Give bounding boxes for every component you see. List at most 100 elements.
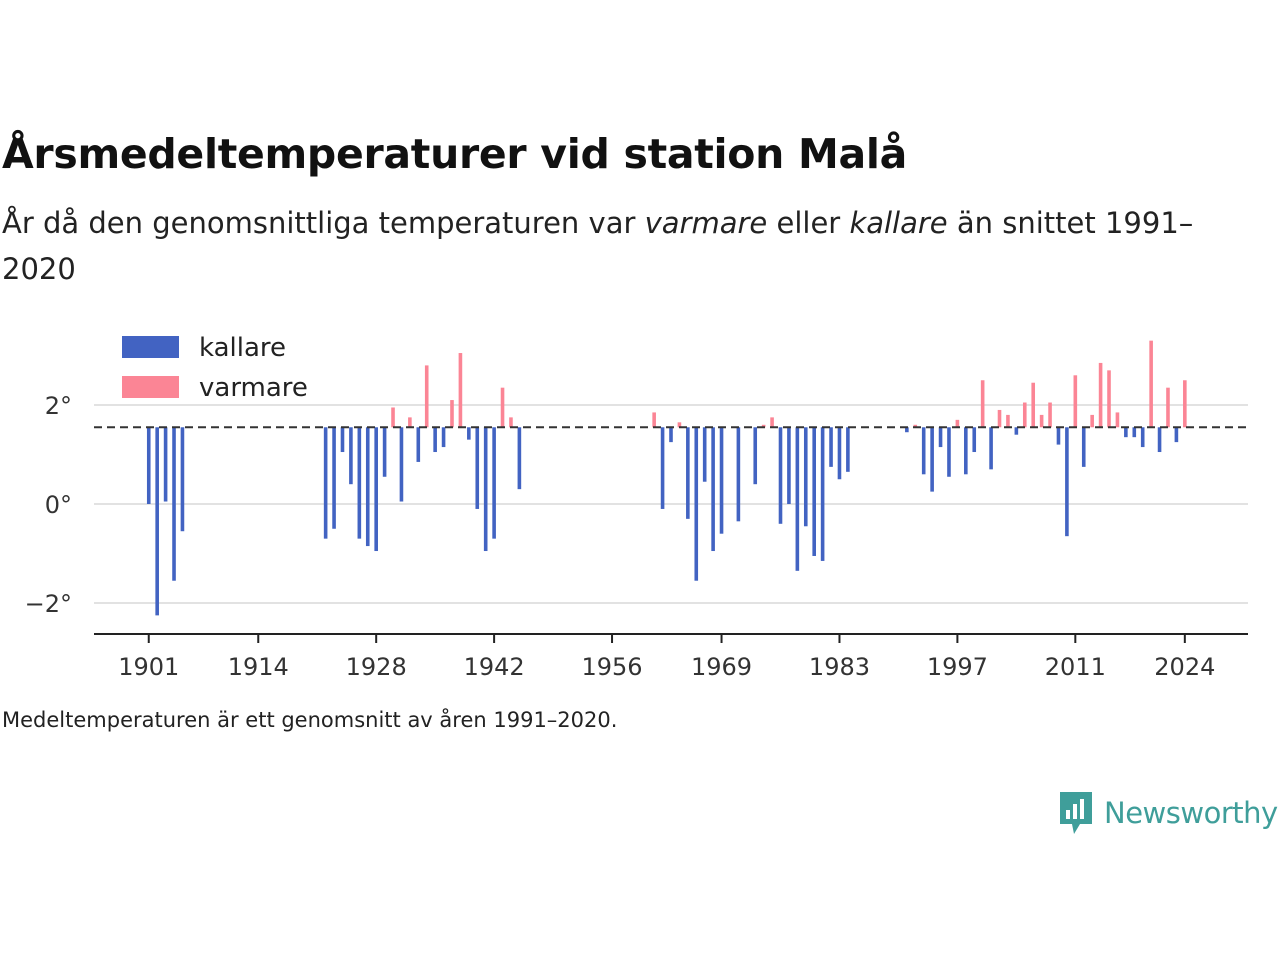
y-tick-label: 0° <box>45 491 72 519</box>
bar-colder <box>1174 427 1179 443</box>
bar-warmer <box>652 412 656 428</box>
bar-colder <box>686 427 690 519</box>
brand-name: Newsworthy <box>1104 796 1278 830</box>
subtitle-text: År då den genomsnittliga temperaturen va… <box>2 206 645 240</box>
bar-colder <box>492 427 496 539</box>
bar-colder <box>416 427 421 462</box>
bar-colder <box>382 427 387 477</box>
bar-colder <box>753 427 758 485</box>
bar-colder <box>778 427 783 524</box>
brand-logo: Newsworthy <box>1058 789 1278 837</box>
bar-warmer <box>761 424 766 428</box>
x-tick-label: 1942 <box>464 653 525 681</box>
x-tick-label: 1983 <box>809 653 870 681</box>
bar-colder <box>180 427 185 532</box>
legend-label-kallare: kallare <box>199 333 286 363</box>
bars <box>146 340 1187 616</box>
y-tick-label: 2° <box>45 392 72 420</box>
bar-colder <box>517 427 522 490</box>
bar-warmer <box>677 422 682 428</box>
y-tick-label: −2° <box>25 590 72 618</box>
x-tick-label: 1914 <box>228 653 289 681</box>
bar-colder <box>1056 427 1061 445</box>
bar-colder <box>905 427 909 433</box>
bar-colder <box>483 427 488 552</box>
chart-title: Årsmedeltemperaturer vid station Malå <box>2 130 908 178</box>
bar-colder <box>340 427 345 453</box>
bar-warmer <box>1006 414 1010 428</box>
bar-colder <box>1140 427 1145 448</box>
legend-swatch-varmare <box>122 376 179 398</box>
bar-colder <box>803 427 808 527</box>
bar-colder <box>930 427 934 492</box>
bar-colder <box>812 427 816 556</box>
bar-warmer <box>1107 370 1111 428</box>
bar-colder <box>1065 427 1069 537</box>
legend: kallare varmare <box>122 333 308 403</box>
bar-warmer <box>980 380 985 428</box>
legend-label-varmare: varmare <box>199 373 308 403</box>
bar-colder <box>711 427 715 552</box>
bar-warmer <box>1031 382 1036 428</box>
x-tick-label: 2024 <box>1154 653 1215 681</box>
bar-colder <box>795 427 800 571</box>
bar-colder <box>163 427 168 502</box>
bar-colder <box>349 427 353 485</box>
bar-colder <box>660 427 665 509</box>
bar-warmer <box>391 407 395 428</box>
bar-warmer <box>458 353 463 428</box>
bar-warmer <box>1090 414 1094 428</box>
bar-warmer <box>1183 380 1187 428</box>
bar-colder <box>972 427 977 453</box>
bar-colder <box>829 427 833 467</box>
bar-colder <box>846 427 850 472</box>
bar-colder <box>374 427 378 552</box>
bar-colder <box>1132 427 1137 438</box>
bar-colder <box>989 427 993 470</box>
bar-colder <box>837 427 842 480</box>
x-tick-label: 1997 <box>927 653 988 681</box>
bar-colder <box>694 427 699 581</box>
subtitle-text: än snittet 1991–2020 <box>2 206 1194 286</box>
bar-warmer <box>997 409 1002 428</box>
bar-colder <box>938 427 943 448</box>
bar-colder <box>172 427 176 581</box>
bar-colder <box>921 427 926 475</box>
bar-colder <box>1157 427 1162 453</box>
footnote: Medeltemperaturen är ett genomsnitt av å… <box>2 708 618 732</box>
bar-colder <box>947 427 951 477</box>
gridlines: −2° 0° 2° <box>25 392 1248 618</box>
bar-colder <box>787 427 791 504</box>
bar-colder <box>332 427 336 529</box>
bar-warmer <box>424 365 429 428</box>
bar-colder <box>702 427 707 482</box>
bar-colder <box>1124 427 1128 438</box>
bar-colder <box>433 427 437 453</box>
x-tick-label: 1928 <box>346 653 407 681</box>
bar-colder <box>467 427 471 440</box>
bar-colder <box>736 427 741 522</box>
bar-colder <box>357 427 362 539</box>
bar-warmer <box>1149 340 1153 428</box>
subtitle-emphasis-warmer: varmare <box>644 206 768 240</box>
bar-colder <box>155 427 159 616</box>
bar-colder <box>323 427 328 539</box>
bar-warmer <box>955 419 960 428</box>
bar-colder <box>365 427 370 547</box>
legend-swatch-kallare <box>122 336 179 358</box>
bar-colder <box>820 427 825 561</box>
axes: 1901 1914 1928 1942 1956 1969 1983 1997 2011 2024 <box>94 633 1248 681</box>
bar-colder <box>146 427 151 504</box>
x-tick-label: 2011 <box>1045 653 1106 681</box>
bar-warmer <box>1022 402 1027 428</box>
subtitle-text: eller <box>767 206 850 240</box>
bar-warmer <box>1115 412 1120 428</box>
bar-colder <box>399 427 404 502</box>
bar-warmer <box>1073 375 1078 428</box>
newsworthy-logo-icon <box>1060 792 1092 834</box>
bar-colder <box>1081 427 1086 467</box>
bar-warmer <box>1048 402 1052 428</box>
bar-warmer <box>1039 414 1044 428</box>
bar-colder <box>964 427 968 475</box>
bar-colder <box>719 427 724 534</box>
